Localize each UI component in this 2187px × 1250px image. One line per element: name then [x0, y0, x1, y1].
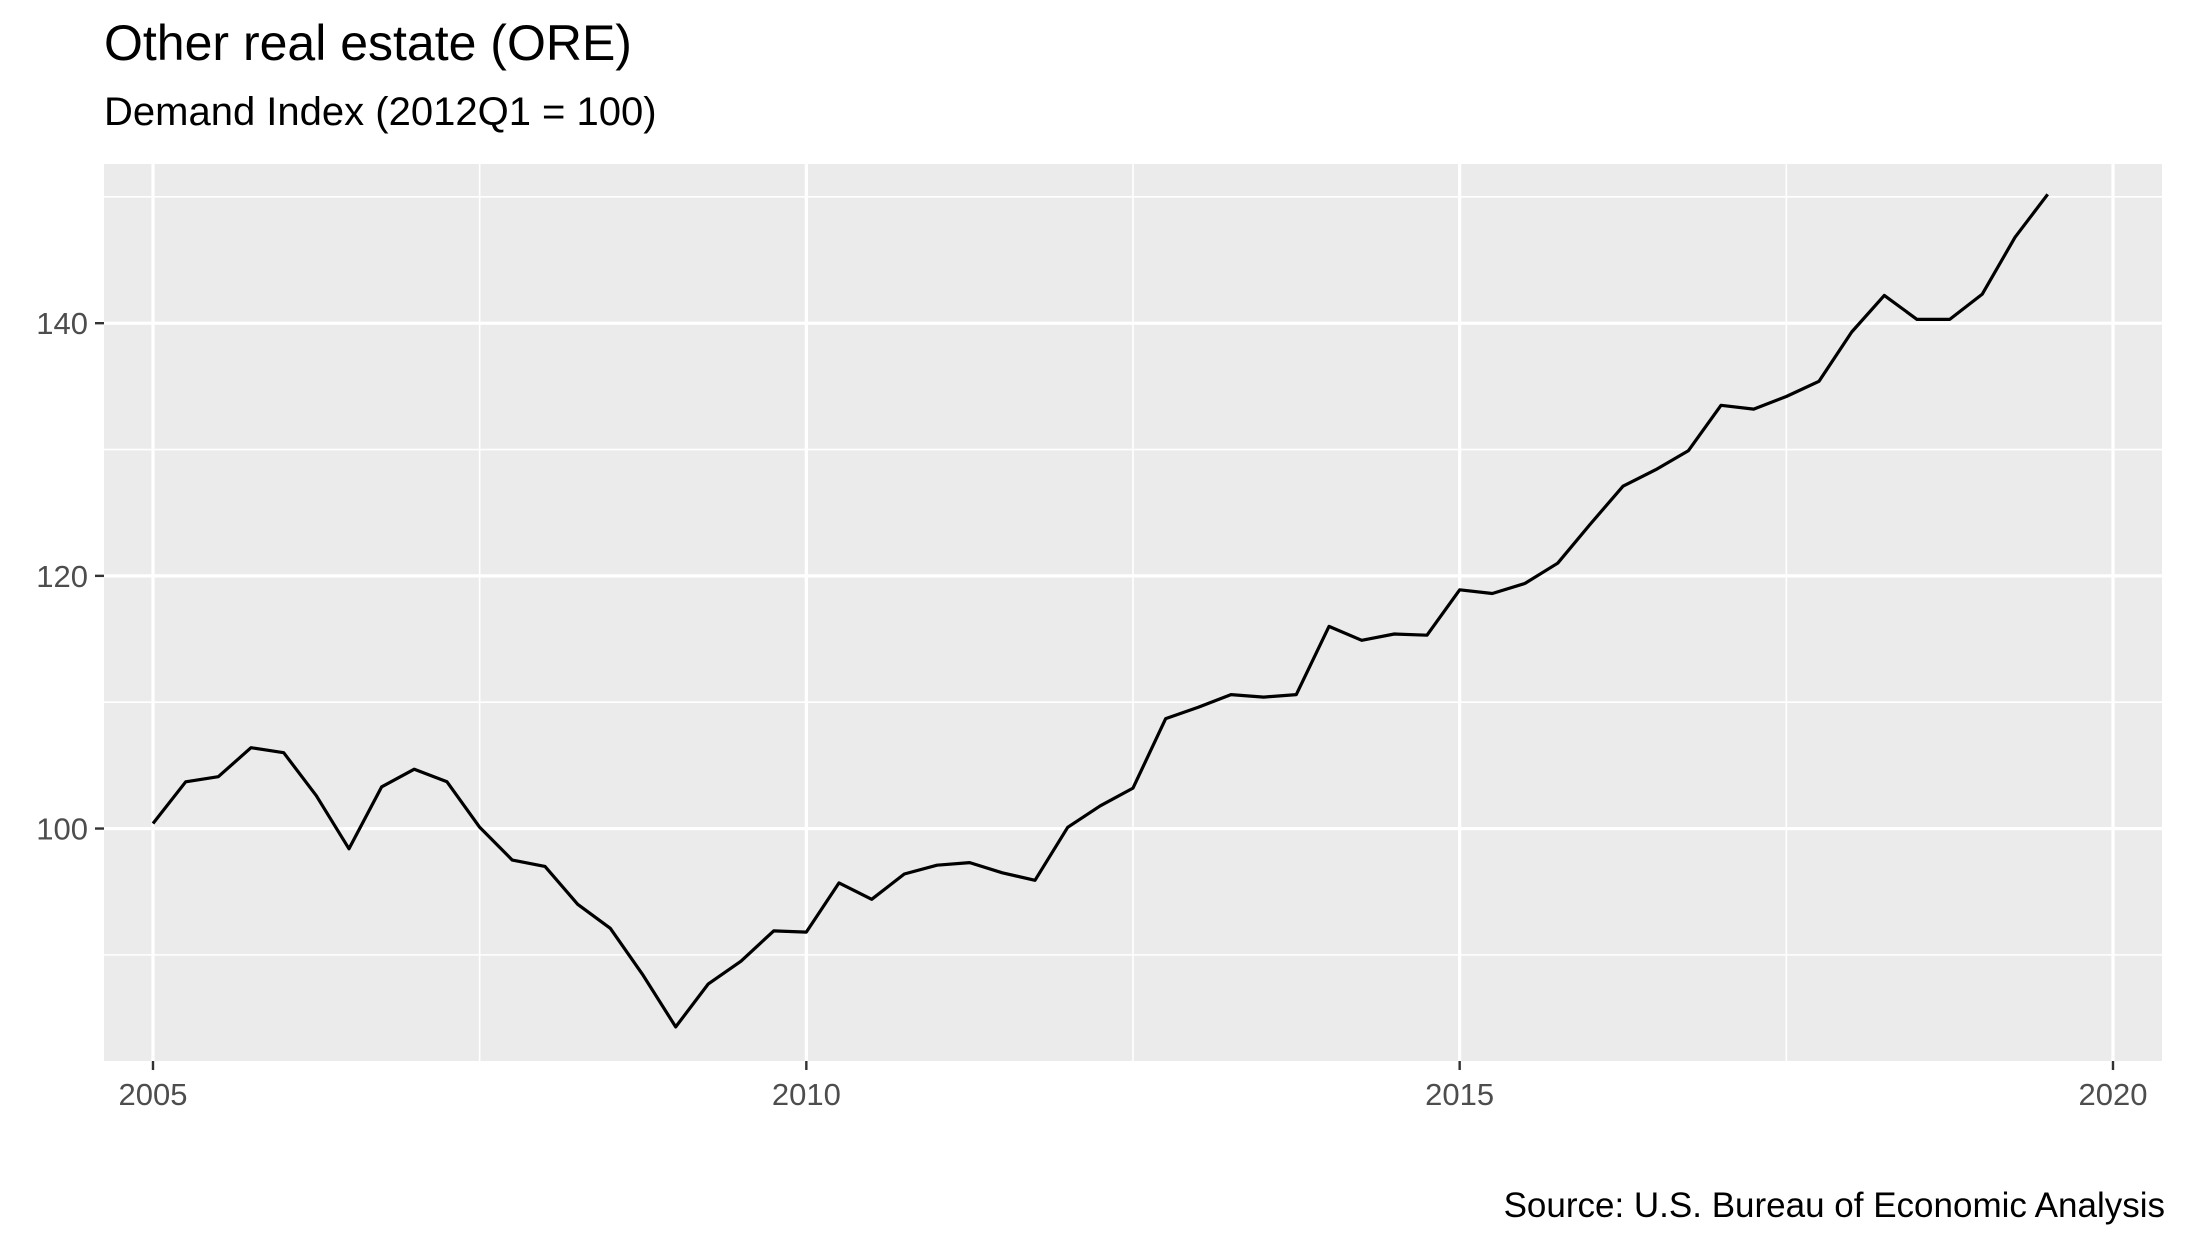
- axis-ticks: [95, 321, 2115, 1070]
- x-tick-label: 2015: [1425, 1077, 1494, 1112]
- x-tick-label: 2010: [772, 1077, 841, 1112]
- series-layer: [151, 193, 2049, 1029]
- y-tick-label: 140: [36, 306, 88, 341]
- source-caption: Source: U.S. Bureau of Economic Analysis: [1503, 1186, 2165, 1225]
- y-tick-label: 120: [36, 559, 88, 594]
- y-axis-tick-labels: 100 120 140: [36, 306, 88, 846]
- x-tick-label: 2020: [2079, 1077, 2148, 1112]
- chart-subtitle: Demand Index (2012Q1 = 100): [104, 90, 657, 134]
- series-line: [151, 193, 2049, 1029]
- x-axis-tick-labels: 2005 2010 2015 2020: [119, 1077, 2148, 1112]
- major-gridlines: [104, 164, 2162, 1061]
- y-tick-label: 100: [36, 812, 88, 847]
- minor-gridlines: [104, 164, 2162, 1061]
- x-tick-label: 2005: [119, 1077, 188, 1112]
- chart-title: Other real estate (ORE): [104, 15, 632, 71]
